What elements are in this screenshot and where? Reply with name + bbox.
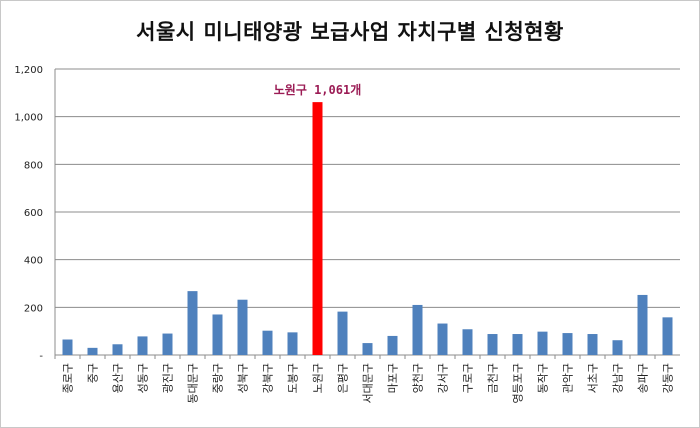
bar-강남구 — [612, 340, 623, 355]
x-tick-label: 성동구 — [137, 363, 150, 393]
bar-중구 — [87, 347, 98, 355]
bar-종로구 — [62, 339, 73, 355]
x-tick-label: 광진구 — [162, 363, 175, 393]
bar-마포구 — [387, 335, 398, 355]
bar-동대문구 — [187, 291, 198, 355]
x-tick-label: 구로구 — [462, 363, 475, 393]
bar-금천구 — [487, 334, 498, 355]
x-tick-label: 종로구 — [62, 363, 75, 393]
x-tick-label: 동작구 — [537, 363, 550, 393]
bar-송파구 — [637, 294, 648, 355]
bar-양천구 — [412, 304, 423, 355]
x-tick-label: 강북구 — [262, 363, 275, 393]
x-tick-label: 영등포구 — [512, 363, 525, 403]
bar-용산구 — [112, 344, 123, 355]
y-tick-label: 200 — [24, 303, 43, 314]
bar-도봉구 — [287, 332, 298, 355]
x-tick-label: 마포구 — [387, 363, 400, 393]
y-tick-label: - — [39, 351, 43, 362]
x-tick-label: 은평구 — [337, 363, 350, 393]
x-tick-label: 동대문구 — [187, 363, 200, 403]
chart-title: 서울시 미니태양광 보급사업 자치구별 신청현황 — [136, 20, 564, 44]
y-tick-label: 400 — [24, 256, 43, 267]
bar-구로구 — [462, 329, 473, 355]
bar-서대문구 — [362, 343, 373, 355]
y-tick-label: 1,200 — [14, 65, 43, 76]
x-tick-label: 중랑구 — [212, 363, 225, 393]
bar-강동구 — [662, 317, 673, 355]
y-tick-label: 1,000 — [14, 113, 43, 124]
y-tick-label: 600 — [24, 208, 43, 219]
x-tick-label: 양천구 — [411, 363, 425, 393]
bar-서초구 — [587, 334, 598, 355]
bar-중랑구 — [212, 314, 223, 355]
bar-강서구 — [437, 323, 448, 355]
x-tick-label: 송파구 — [637, 363, 650, 393]
x-tick-label: 강서구 — [437, 363, 450, 393]
x-tick-label: 서대문구 — [362, 363, 375, 403]
bar-관악구 — [562, 333, 573, 355]
bar-성동구 — [137, 336, 148, 355]
x-tick-label: 도봉구 — [287, 363, 300, 393]
x-tick-label: 노원구 — [312, 363, 325, 393]
bar-광진구 — [162, 333, 173, 355]
x-tick-label: 금천구 — [486, 363, 500, 393]
bar-강북구 — [262, 330, 273, 355]
highlight-annotation: 노원구 1,061개 — [274, 83, 362, 97]
x-tick-label: 관악구 — [562, 363, 575, 393]
x-tick-label: 강동구 — [662, 363, 675, 393]
x-tick-label: 중구 — [87, 363, 100, 383]
bar-영등포구 — [512, 334, 523, 355]
x-tick-label: 서초구 — [587, 363, 600, 393]
y-tick-label: 800 — [24, 160, 43, 171]
x-tick-label: 용산구 — [112, 363, 125, 393]
bar-노원구 — [312, 102, 323, 356]
x-tick-label: 강남구 — [612, 363, 625, 393]
bar-동작구 — [537, 331, 548, 355]
x-tick-label: 성북구 — [237, 363, 250, 393]
bar-은평구 — [337, 311, 348, 355]
bar-성북구 — [237, 299, 248, 355]
